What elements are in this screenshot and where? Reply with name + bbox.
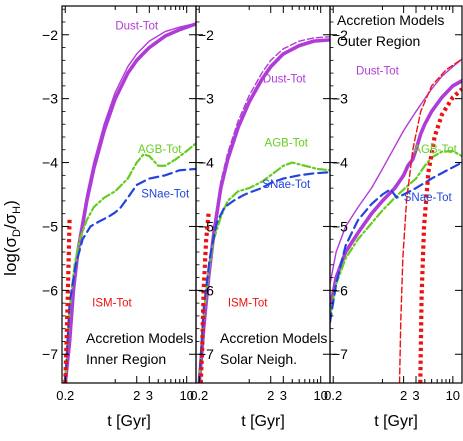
y-tick-label: −3 (42, 91, 58, 107)
series-label-ism-tot: ISM-Tot (92, 297, 132, 309)
series-line-ism-tot (198, 213, 211, 383)
y-tick-label: −7 (198, 346, 214, 362)
series-label-snae-tot: SNae-Tot (404, 192, 453, 204)
series-label-agb-tot: AGB-Tot (265, 138, 309, 150)
y-tick-label: −7 (42, 346, 58, 362)
y-tick-label: −6 (42, 282, 58, 298)
x-tick-label: 10 (313, 388, 327, 403)
series-label-agb-tot: AGB-Tot (138, 144, 182, 156)
y-tick-label: −3 (198, 91, 214, 107)
y-tick-label: −5 (332, 218, 348, 234)
panels: 0.2 2 3 10−7−6−5−4−3−2t [Gyr]Dust-TotAGB-To… (42, 5, 463, 430)
panel-outer: 0.2 2 3 10 −7 −6 −5 −4 −3 −2 t [Gyr] Dust-Tot AGB-To… (324, 5, 463, 430)
x-tick-label: 10 (446, 388, 460, 403)
x-axis-label: t [Gyr] (241, 413, 285, 430)
panel-annotation: Solar Neigh. (220, 351, 297, 367)
x-tick-label: 3 (146, 388, 153, 403)
series-label-dust-tot: Dust-Tot (263, 74, 307, 86)
series-line-agb-tot (64, 142, 196, 383)
panel-annotation: Outer Region (337, 33, 420, 49)
series-label-agb-tot: AGB-Tot (413, 144, 457, 156)
series-label-dust-tot: Dust-Tot (115, 21, 159, 33)
y-tick-label: −2 (42, 27, 58, 43)
series-line-agb-tot (330, 149, 462, 318)
panel-inner: 0.2 2 3 10 −7 −6 −5 −4 −3 −2 t [Gyr] Dust-Tot AGB-To… (42, 5, 197, 430)
series-group (197, 35, 330, 383)
series-group (63, 22, 196, 383)
series-label-ism-tot: ISM-Tot (228, 297, 268, 309)
series-label-dust-tot: Dust-Tot (356, 65, 400, 77)
series-label-snae-tot: SNae-Tot (262, 179, 311, 191)
panel-annotation: Inner Region (86, 351, 166, 367)
series-label-snae-tot: SNae-Tot (141, 189, 190, 201)
series-group (330, 58, 462, 383)
y-tick-label: −4 (332, 155, 348, 171)
x-tick-label: 2 (267, 388, 274, 403)
series-line-ism-tot (418, 87, 462, 383)
x-axis-label: t [Gyr] (374, 413, 418, 430)
x-tick-label: 0.2 (324, 388, 342, 403)
x-tick-label: 10 (179, 388, 193, 403)
y-tick-label: −3 (332, 91, 348, 107)
plot-frame (329, 5, 463, 384)
x-tick-label: 2 (400, 388, 407, 403)
y-tick-label: −2 (198, 27, 214, 43)
panel-solar: 0.2 2 3 10 −7 −6 −5 −4 −3 −2 t [Gyr] Dust-Tot AGB-To… (190, 5, 331, 430)
x-tick-label: 3 (280, 388, 287, 403)
plot-frame (195, 5, 331, 384)
y-tick-label: −6 (198, 282, 214, 298)
series-line-dust-tot (63, 22, 196, 383)
panel-annotation: Accretion Models (220, 330, 327, 346)
series-line-snae-tot (330, 161, 462, 324)
x-axis-label: t [Gyr] (107, 413, 151, 430)
y-tick-label: −6 (332, 282, 348, 298)
series-line-dust-tot (330, 58, 462, 285)
y-tick-label: −7 (332, 346, 348, 362)
y-tick-label: −5 (198, 218, 214, 234)
x-tick-label: 0.2 (190, 388, 208, 403)
panel-annotation: Accretion Models (86, 330, 193, 346)
series-line-ism-tot (63, 216, 72, 383)
y-axis-label: log(σD/σH) (1, 200, 23, 276)
series-line-agb-tot (198, 161, 330, 383)
series-line-ism-tot (398, 58, 462, 383)
series-line-snae-tot (64, 167, 196, 383)
y-tick-label: −5 (42, 218, 58, 234)
y-tick-label: −2 (332, 27, 348, 43)
x-tick-label: 3 (412, 388, 419, 403)
x-tick-label: 2 (133, 388, 140, 403)
y-tick-label: −4 (42, 155, 58, 171)
series-line-dust-tot (330, 78, 462, 312)
x-tick-label: 0.2 (56, 388, 74, 403)
panel-annotation: Accretion Models (337, 12, 444, 28)
series-line-snae-tot (198, 171, 330, 383)
y-tick-label: −4 (198, 155, 214, 171)
